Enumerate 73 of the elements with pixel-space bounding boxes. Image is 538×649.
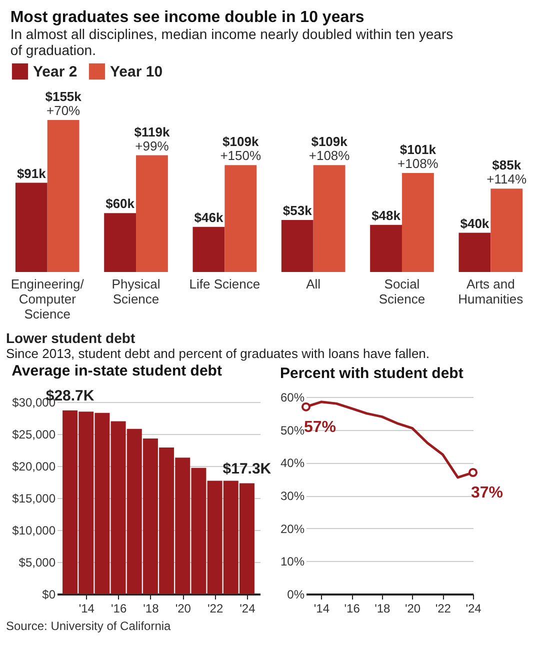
- x-tick-label: '24: [466, 602, 482, 616]
- data-label: $101k: [400, 142, 437, 157]
- annotation: +99%: [135, 138, 170, 154]
- text: Since 2013, student debt and percent of graduates with loans have fallen.: [6, 346, 431, 361]
- x-tick-label: '18: [374, 602, 391, 616]
- bar: [104, 213, 136, 272]
- y-tick-label: $20,000: [12, 460, 56, 474]
- x-tick-label: '14: [314, 602, 330, 616]
- x-tick-label: Physical Science: [112, 276, 160, 306]
- bar: [490, 188, 523, 272]
- y-tick-label: 20%: [280, 522, 305, 536]
- x-tick-label: '14: [78, 602, 95, 616]
- x-tick-label: Arts and Humanities: [458, 276, 524, 306]
- data-label: $60k: [106, 196, 136, 212]
- bar: [281, 220, 314, 272]
- chart-title: Percent with student debt: [280, 365, 464, 382]
- y-tick-label: $5,000: [18, 556, 56, 570]
- data-label: 57%: [304, 418, 336, 436]
- annotation: +108%: [398, 156, 439, 171]
- bar: [458, 232, 491, 272]
- data-label: $46k: [194, 210, 224, 225]
- y-tick-label: $25,000: [12, 428, 56, 442]
- y-tick-label: 40%: [280, 456, 305, 470]
- data-label: $91k: [16, 166, 47, 181]
- y-tick-label: 10%: [280, 554, 305, 569]
- y-tick-label: 0%: [287, 588, 305, 602]
- x-tick-label: '16: [344, 602, 360, 616]
- y-tick-label: 60%: [280, 390, 305, 404]
- text: Lower student debt: [6, 330, 136, 346]
- x-tick-label: '16: [110, 602, 127, 616]
- y-tick-label: $0: [42, 588, 56, 602]
- bar: [15, 182, 48, 272]
- legend-label: Year 10: [110, 63, 163, 80]
- x-tick-label: Engineering/ Computer Science: [10, 276, 84, 322]
- data-label: $17.3K: [222, 460, 272, 478]
- bar: [136, 155, 168, 272]
- chart-subtitle: In almost all disciplines, median income nearly doubled within ten years of graduation.: [10, 26, 454, 58]
- x-tick-label: '20: [404, 602, 421, 616]
- y-tick-label: 30%: [280, 489, 305, 503]
- legend-label: Year 2: [33, 63, 78, 80]
- source-note: Source: University of California: [6, 619, 172, 633]
- x-tick-label: '20: [175, 602, 192, 616]
- data-label: $85k: [492, 158, 522, 173]
- data-label: $53k: [282, 203, 313, 218]
- data-label: $109k: [222, 134, 260, 150]
- chart-title: Average in-state student debt: [12, 362, 222, 380]
- x-tick-label: All: [306, 276, 321, 292]
- y-tick-label: $10,000: [12, 524, 56, 538]
- data-label: $155k: [45, 89, 82, 104]
- x-tick-label: Social Science: [378, 276, 426, 306]
- x-tick-label: '22: [207, 602, 224, 616]
- bar: [224, 165, 257, 272]
- annotation: +70%: [46, 103, 81, 118]
- annotation: +150%: [220, 148, 262, 164]
- bar: [47, 120, 80, 272]
- x-tick-label: '18: [143, 602, 160, 616]
- annotation: +114%: [486, 172, 527, 187]
- annotation: +108%: [308, 148, 350, 164]
- bar: [370, 224, 402, 272]
- y-tick-label: 50%: [280, 423, 305, 438]
- bar: [313, 165, 346, 272]
- x-tick-label: '24: [240, 602, 256, 616]
- x-tick-label: '22: [435, 602, 452, 616]
- bar: [402, 172, 434, 272]
- data-label: 37%: [471, 484, 504, 502]
- chart-title: Most graduates see income double in 10 years: [10, 9, 364, 26]
- bar: [192, 226, 225, 272]
- data-label: $119k: [134, 124, 170, 140]
- data-label: $40k: [460, 216, 490, 231]
- data-label: $48k: [372, 208, 402, 223]
- data-label: $109k: [311, 134, 348, 150]
- x-tick-label: Life Science: [189, 276, 260, 292]
- y-tick-label: $15,000: [12, 492, 56, 506]
